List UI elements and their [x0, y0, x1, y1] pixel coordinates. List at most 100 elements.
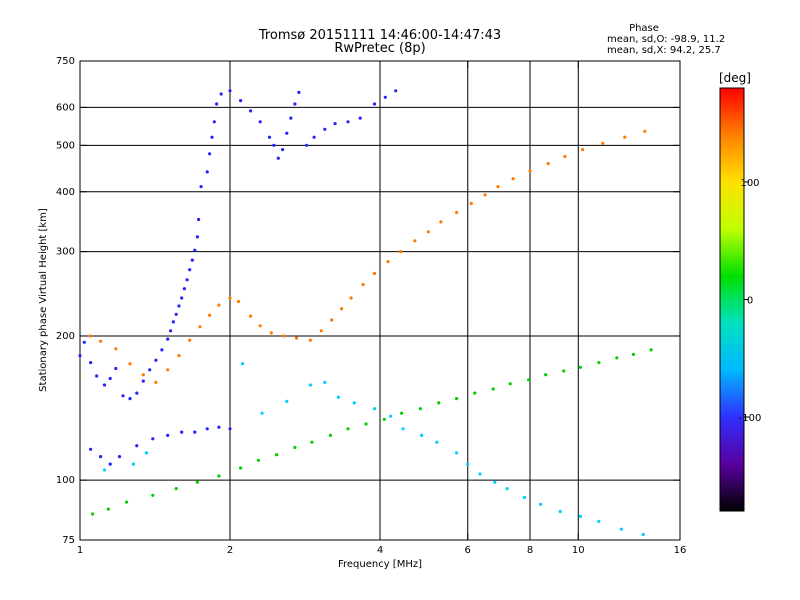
data-point-scatter-green-27 — [597, 361, 601, 365]
data-point-scatter-cyan-18 — [493, 480, 497, 484]
data-point-X-0 — [89, 334, 93, 338]
x-tick-label-4: 8 — [527, 545, 533, 556]
data-point-scatter-green-22 — [508, 382, 512, 386]
colorbar-tick-label-1: 0 — [747, 296, 753, 307]
data-point-scatter-green-2 — [125, 500, 129, 504]
data-point-O-29 — [108, 462, 112, 466]
data-point-scatter-green-13 — [346, 427, 350, 431]
data-point-O-28 — [99, 455, 103, 459]
data-point-scatter-green-14 — [364, 422, 368, 426]
data-point-scatter-green-12 — [328, 433, 332, 437]
data-point-X-32 — [469, 201, 473, 206]
data-point-O-51 — [272, 143, 276, 147]
data-point-scatter-green-28 — [615, 356, 619, 360]
data-point-O-39 — [199, 185, 203, 189]
y-tick-label-5: 500 — [56, 140, 75, 151]
data-point-scatter-cyan-13 — [420, 433, 424, 437]
data-point-O-36 — [205, 427, 209, 431]
data-point-X-19 — [308, 338, 312, 342]
data-point-X-18 — [294, 336, 299, 340]
colorbar-unit-label: [deg] — [719, 71, 751, 85]
axis-ticks: 1 2 4 6 8 10 16 75 100 200 300 400 500 600 750 — [56, 56, 686, 556]
data-point-scatter-green-20 — [473, 391, 477, 395]
data-point-scatter-cyan-12 — [401, 427, 405, 431]
data-point-O-57 — [297, 90, 301, 94]
data-point-X-33 — [483, 193, 487, 197]
y-tick-label-4: 400 — [56, 187, 75, 198]
data-point-scatter-green-19 — [455, 397, 459, 401]
data-point-O-10 — [141, 379, 145, 383]
data-point-O-19 — [180, 296, 184, 300]
data-point-O-8 — [128, 397, 132, 401]
data-point-X-6 — [166, 368, 170, 372]
data-point-X-15 — [258, 324, 262, 328]
data-point-X-22 — [340, 307, 344, 311]
data-point-O-42 — [210, 135, 214, 139]
data-point-O-45 — [219, 92, 223, 96]
data-point-O-33 — [166, 433, 170, 437]
data-point-scatter-green-25 — [562, 369, 566, 373]
data-point-O-58 — [305, 143, 309, 147]
phase-stats-x: mean, sd,X: 94.2, 25.7 — [607, 45, 721, 56]
colorbar-tick-label-2: -100 — [739, 413, 762, 424]
data-point-O-13 — [160, 348, 164, 352]
data-point-O-2 — [89, 361, 93, 365]
data-point-O-25 — [195, 235, 199, 239]
data-point-X-13 — [236, 299, 241, 304]
data-point-scatter-cyan-2 — [144, 451, 149, 455]
data-point-O-17 — [174, 312, 178, 316]
data-point-O-18 — [177, 304, 181, 308]
data-point-O-66 — [394, 89, 398, 93]
data-point-X-31 — [455, 210, 459, 215]
data-point-O-41 — [208, 152, 212, 156]
data-point-X-7 — [177, 354, 181, 358]
data-point-O-23 — [190, 258, 194, 262]
data-point-X-5 — [154, 380, 158, 384]
y-tick-label-2: 200 — [56, 331, 75, 342]
data-point-O-64 — [372, 102, 377, 106]
data-point-O-5 — [108, 376, 112, 381]
data-point-scatter-cyan-22 — [558, 509, 562, 514]
data-point-X-2 — [114, 347, 118, 351]
data-point-X-29 — [426, 230, 430, 234]
data-point-scatter-cyan-17 — [478, 472, 482, 476]
data-point-scatter-green-10 — [293, 445, 297, 450]
data-point-O-65 — [383, 95, 387, 99]
data-point-scatter-cyan-5 — [285, 399, 289, 403]
y-tick-label-0: 75 — [62, 535, 75, 546]
data-point-O-12 — [154, 358, 158, 362]
data-point-O-38 — [228, 427, 232, 431]
data-point-scatter-cyan-3 — [241, 362, 245, 366]
data-point-scatter-cyan-11 — [389, 414, 393, 418]
chart-subtitle: RwPretec (8p) — [334, 41, 425, 56]
x-tick-label-3: 6 — [465, 545, 471, 556]
data-point-scatter-green-16 — [400, 411, 404, 415]
data-point-scatter-cyan-25 — [619, 527, 623, 531]
data-point-O-16 — [171, 320, 175, 324]
data-point-X-42 — [643, 129, 647, 133]
data-point-scatter-cyan-24 — [597, 519, 601, 524]
data-point-X-40 — [601, 141, 605, 145]
data-point-X-41 — [623, 135, 627, 139]
x-tick-label-1: 2 — [227, 545, 233, 556]
x-tick-label-0: 1 — [77, 545, 83, 556]
data-point-X-20 — [319, 329, 323, 333]
data-point-scatter-cyan-4 — [260, 411, 264, 415]
y-tick-label-3: 300 — [56, 247, 75, 258]
y-tick-label-1: 100 — [56, 475, 75, 486]
data-point-X-34 — [496, 185, 500, 189]
data-point-O-63 — [358, 116, 362, 120]
colorbar-tick-label-0: 100 — [740, 178, 759, 189]
data-point-O-0 — [78, 354, 82, 358]
data-point-scatter-green-3 — [151, 493, 155, 497]
data-point-X-9 — [198, 325, 202, 329]
data-point-O-53 — [281, 148, 285, 152]
data-point-X-26 — [386, 260, 390, 264]
data-point-scatter-cyan-26 — [641, 532, 645, 537]
data-point-scatter-cyan-7 — [323, 380, 327, 384]
y-tick-label-6: 600 — [56, 102, 75, 113]
data-point-O-4 — [102, 383, 107, 387]
data-point-X-35 — [511, 177, 515, 181]
data-point-O-32 — [151, 437, 155, 441]
data-point-scatter-green-15 — [382, 417, 386, 421]
